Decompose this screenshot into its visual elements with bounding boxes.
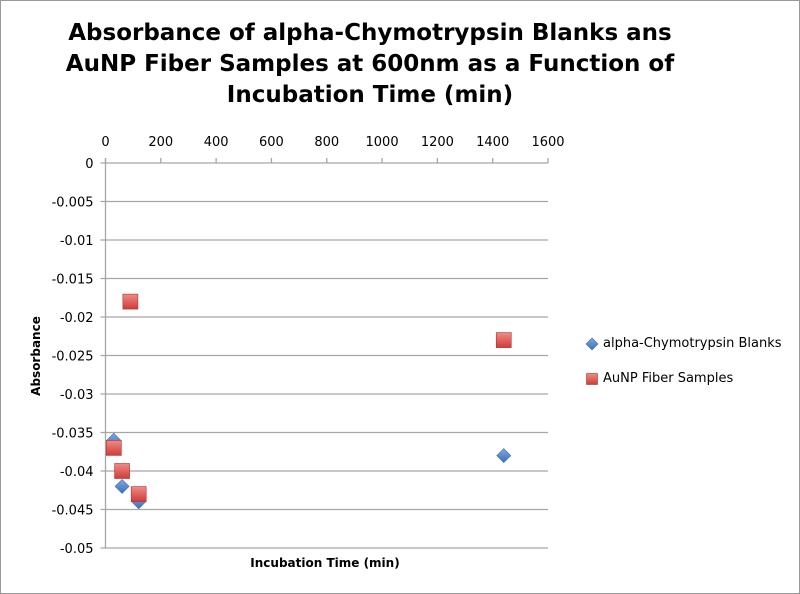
data-point-blank xyxy=(114,478,130,494)
square-marker-icon xyxy=(586,372,598,385)
data-point-blank xyxy=(496,448,512,464)
y-tick-label: -0.025 xyxy=(52,350,94,365)
x-tick-label: 800 xyxy=(314,135,339,150)
diamond-marker-icon xyxy=(585,337,599,350)
data-point-aunp xyxy=(130,486,147,502)
x-tick-label: 0 xyxy=(101,135,109,150)
y-tick-label: -0.01 xyxy=(60,234,94,249)
data-point-aunp xyxy=(495,332,512,348)
x-tick-label: 600 xyxy=(259,135,284,150)
legend-label: alpha-Chymotrypsin Blanks xyxy=(603,336,782,351)
data-point-aunp xyxy=(105,440,122,456)
x-tick-label: 1200 xyxy=(421,135,454,150)
chart-title: Absorbance of alpha-Chymotrypsin Blanks … xyxy=(65,20,675,108)
y-tick-label: -0.005 xyxy=(52,196,94,211)
data-point-aunp xyxy=(114,463,130,479)
y-tick-label: -0.045 xyxy=(52,504,94,519)
y-tick-label: -0.035 xyxy=(52,427,94,442)
x-tick-label: 400 xyxy=(204,135,229,150)
x-tick-label: 1000 xyxy=(366,135,399,150)
x-axis-label: Incubation Time (min) xyxy=(250,556,399,570)
legend: alpha-Chymotrypsin Blanks AuNP Fiber Sam… xyxy=(585,335,782,405)
legend-label: AuNP Fiber Samples xyxy=(603,371,734,386)
data-point-aunp xyxy=(122,293,139,310)
x-tick-label: 1400 xyxy=(476,135,509,150)
x-tick-label: 200 xyxy=(148,135,173,150)
y-tick-label: -0.04 xyxy=(60,465,94,480)
y-tick-label: -0.05 xyxy=(60,542,94,557)
y-tick-label: 0 xyxy=(85,157,93,172)
legend-item-blanks: alpha-Chymotrypsin Blanks xyxy=(585,335,782,352)
y-tick-label: -0.02 xyxy=(60,311,94,326)
y-tick-label: -0.015 xyxy=(52,273,94,288)
y-axis-label: Absorbance xyxy=(29,316,43,396)
legend-item-aunp: AuNP Fiber Samples xyxy=(585,370,782,387)
x-tick-label: 1600 xyxy=(531,135,564,150)
y-tick-label: -0.03 xyxy=(60,388,94,403)
